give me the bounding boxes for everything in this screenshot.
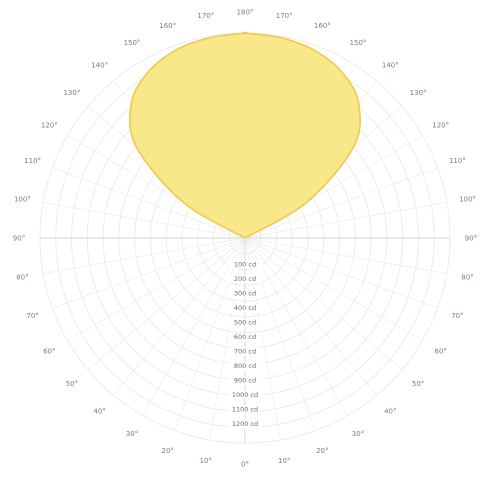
radial-label-bg: [228, 420, 262, 429]
radial-tick-label: 700 cd: [234, 348, 256, 356]
angle-tick-label: 60°: [434, 348, 446, 356]
radial-label-bg: [228, 362, 262, 371]
angle-tick-label: 20°: [161, 447, 173, 455]
radial-tick-label: 900 cd: [234, 377, 256, 385]
angle-tick-label: 20°: [316, 447, 328, 455]
angle-tick-label: 110°: [449, 157, 466, 165]
radial-label-bg: [228, 333, 262, 342]
grid-spoke: [244, 237, 348, 416]
radial-label-bg: [228, 275, 262, 284]
angle-tick-label: 60°: [43, 348, 55, 356]
angle-tick-label: 10°: [278, 457, 290, 465]
radial-tick-label: 400 cd: [234, 304, 256, 312]
angle-tick-label: 80°: [16, 274, 28, 282]
grid-spoke: [244, 237, 316, 431]
radial-tick-label: 1100 cd: [232, 406, 258, 414]
grid-spoke: [209, 237, 246, 440]
grid-spoke: [174, 237, 246, 431]
grid-spoke: [244, 237, 281, 440]
grid-spoke: [43, 237, 246, 274]
grid-spoke: [87, 237, 246, 371]
radial-tick-label: 200 cd: [234, 275, 256, 283]
radial-tick-label: 300 cd: [234, 290, 256, 298]
grid-spoke: [244, 237, 438, 309]
grid-spoke: [52, 237, 246, 309]
angle-tick-label: 90°: [13, 235, 25, 243]
radial-labels: 100 cd 200 cd 300 cd 400 cd 500 cd 600 cd 700 …: [228, 260, 262, 429]
radial-tick-label: 500 cd: [234, 319, 256, 327]
angle-tick-label: 40°: [384, 408, 396, 416]
angle-tick-label: 10°: [200, 457, 212, 465]
angle-tick-label: 30°: [126, 430, 138, 438]
angle-tick-label: 150°: [124, 39, 141, 47]
angle-tick-label: 180°: [237, 9, 254, 17]
radial-tick-label: 100 cd: [234, 261, 256, 269]
angle-tick-label: 160°: [314, 22, 331, 30]
radial-label-bg: [228, 391, 262, 400]
angle-tick-label: 160°: [159, 22, 176, 30]
angle-tick-label: 130°: [63, 89, 80, 97]
angle-tick-label: 70°: [26, 312, 38, 320]
radial-label-bg: [228, 405, 262, 414]
angle-tick-label: 130°: [410, 89, 427, 97]
grid-spoke: [67, 237, 246, 341]
angle-tick-label: 120°: [41, 122, 58, 130]
grid-spoke: [112, 237, 246, 396]
angle-tick-label: 150°: [350, 39, 367, 47]
grid-spoke: [43, 202, 246, 239]
radial-tick-label: 1200 cd: [232, 420, 258, 428]
angle-tick-label: 30°: [352, 430, 364, 438]
intensity-distribution-area: [129, 31, 361, 239]
grid-spoke: [52, 167, 246, 239]
radial-label-bg: [228, 347, 262, 356]
radial-tick-label: 800 cd: [234, 362, 256, 370]
angle-tick-label: 140°: [91, 61, 108, 69]
grid-spoke: [244, 202, 447, 239]
angle-tick-label: 0°: [241, 461, 249, 469]
angle-tick-label: 140°: [382, 61, 399, 69]
angle-tick-label: 100°: [14, 195, 31, 203]
angle-labels: 0° 10° 20° 30° 40° 50° 60° 70° 80° 90° 100° 110° 120…: [13, 9, 477, 469]
grid-spoke: [142, 237, 246, 416]
angle-tick-label: 170°: [276, 12, 293, 20]
radial-label-bg: [228, 304, 262, 313]
radial-label-bg: [228, 289, 262, 298]
angle-tick-label: 70°: [451, 312, 463, 320]
angle-tick-label: 80°: [461, 274, 473, 282]
radial-label-bg: [228, 318, 262, 327]
radial-label-bg: [228, 376, 262, 385]
angle-tick-label: 120°: [432, 122, 449, 130]
grid-spoke: [244, 237, 447, 274]
angle-tick-label: 50°: [66, 380, 78, 388]
angle-tick-label: 110°: [24, 157, 41, 165]
angle-tick-label: 40°: [93, 408, 105, 416]
radial-tick-label: 1000 cd: [232, 391, 258, 399]
grid-spoke: [244, 237, 378, 396]
angle-tick-label: 100°: [459, 195, 476, 203]
angle-tick-label: 170°: [197, 12, 214, 20]
grid-spoke: [244, 237, 423, 341]
angle-tick-label: 50°: [412, 380, 424, 388]
grid-spoke: [244, 237, 403, 371]
radial-label-bg: [228, 260, 262, 269]
radial-tick-label: 600 cd: [234, 333, 256, 341]
angle-tick-label: 90°: [465, 235, 477, 243]
grid-spoke: [244, 167, 438, 239]
